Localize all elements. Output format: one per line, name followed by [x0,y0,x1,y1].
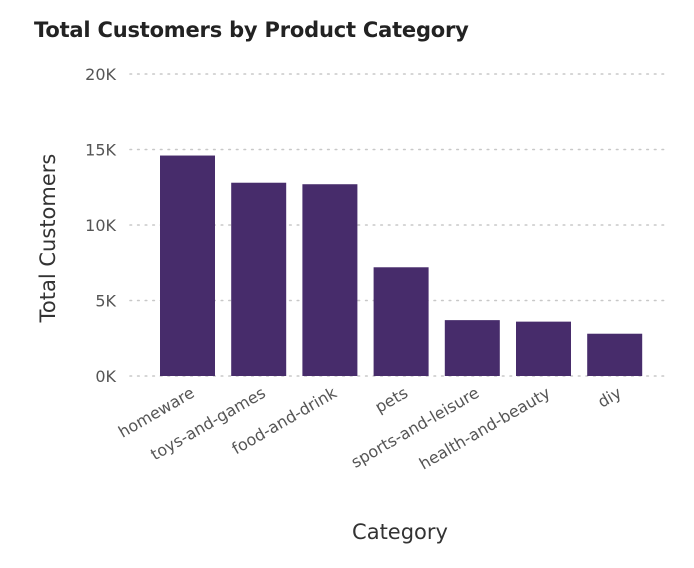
x-tick-label: pets [372,383,411,417]
bar-pets[interactable] [373,267,429,376]
bars [160,155,643,376]
y-tick-label: 15K [85,141,116,160]
x-tick-label: diy [594,383,624,411]
bar-food-and-drink[interactable] [302,184,358,376]
y-tick-label: 0K [95,367,116,386]
y-axis-title: Total Customers [36,154,60,324]
y-tick-label: 10K [85,216,116,235]
chart-title: Total Customers by Product Category [34,18,469,42]
bar-toys-and-games[interactable] [231,182,287,376]
x-tick-label: sports-and-leisure [348,383,483,472]
y-tick-label: 20K [85,65,116,84]
bar-sports-and-leisure[interactable] [444,320,500,376]
x-axis-title: Category [352,520,448,544]
x-tick-label: health-and-beauty [416,383,554,473]
y-tick-label: 5K [95,292,116,311]
bar-diy[interactable] [587,333,643,376]
bar-homeware[interactable] [160,155,215,376]
bar-health-and-beauty[interactable] [516,321,571,376]
y-axis-ticks: 0K 5K 10K 15K 20K [85,65,116,386]
